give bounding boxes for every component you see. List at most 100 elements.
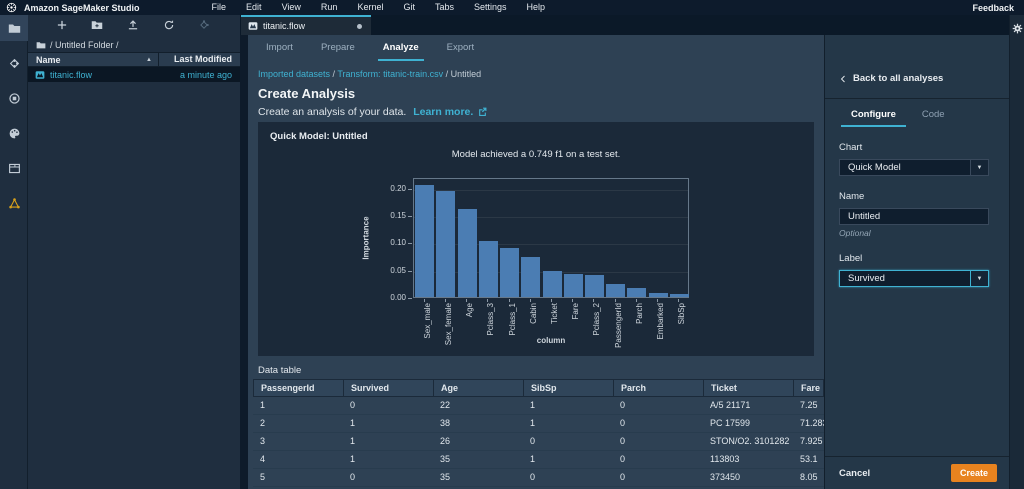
cell-ticket: STON/O2. 3101282: [710, 436, 790, 446]
y-axis-label: Importance: [361, 216, 371, 260]
label-select[interactable]: Survived ▼: [839, 270, 989, 287]
tab-import[interactable]: Import: [266, 42, 293, 53]
cell-survived: 1: [350, 454, 356, 464]
breadcrumb-transform-titanic-train-csv[interactable]: Transform: titanic-train.csv: [337, 69, 444, 79]
y-tick-label: 0.10: [390, 238, 406, 248]
bar-sex-male: [415, 185, 435, 297]
tabs-icon: [8, 162, 21, 175]
label-select-value: Survived: [848, 273, 885, 284]
config-form: Chart Quick Model ▼ Name Optional Label …: [825, 142, 1009, 287]
upload-icon[interactable]: [127, 19, 141, 33]
cell-parch: 0: [620, 436, 626, 446]
subtitle-text: Create an analysis of your data.: [258, 106, 407, 118]
create-button[interactable]: Create: [950, 464, 997, 482]
tab-export[interactable]: Export: [446, 42, 475, 53]
gear-icon[interactable]: [1012, 23, 1023, 34]
tab-code[interactable]: Code: [921, 109, 945, 120]
cell-passengerid: 3: [260, 436, 266, 446]
rail-button-data-wrangler-icon[interactable]: [0, 190, 28, 216]
column-header-modified[interactable]: Last Modified: [158, 53, 240, 66]
new-folder-icon[interactable]: [91, 19, 105, 33]
learn-more-link[interactable]: Learn more.: [413, 106, 474, 118]
table-row: 5 0 35 0 0 373450 8.05: [253, 469, 824, 487]
cell-fare: 53.1: [800, 454, 818, 464]
chart-select[interactable]: Quick Model ▼: [839, 159, 989, 176]
menu-item-edit[interactable]: Edit: [246, 2, 262, 12]
menu-item-tabs[interactable]: Tabs: [434, 2, 454, 12]
menu-item-kernel[interactable]: Kernel: [357, 2, 384, 12]
menu-item-git[interactable]: Git: [403, 2, 415, 12]
tab-prepare[interactable]: Prepare: [320, 42, 355, 53]
menu-item-run[interactable]: Run: [320, 2, 338, 12]
name-input[interactable]: [839, 208, 989, 225]
rail-button-palette-icon[interactable]: [0, 120, 28, 146]
column-header-name[interactable]: Name: [36, 54, 61, 65]
rail-button-tabs-icon[interactable]: [0, 155, 28, 181]
cell-survived: 0: [350, 472, 356, 482]
column-header-sibsp: SibSp: [524, 380, 614, 396]
file-browser-breadcrumb[interactable]: / Untitled Folder /: [28, 37, 240, 52]
git-icon: [8, 57, 21, 70]
data-wrangler-icon: [8, 197, 21, 210]
menu-item-settings[interactable]: Settings: [473, 2, 507, 12]
plus-icon[interactable]: [56, 19, 70, 33]
flow-file-icon: [28, 70, 50, 80]
rail-button-git-icon[interactable]: [0, 50, 28, 76]
menu-item-help[interactable]: Help: [526, 2, 546, 12]
chevron-down-icon[interactable]: ▼: [970, 271, 988, 286]
cell-age: 35: [440, 454, 451, 464]
right-rail: [1009, 15, 1024, 489]
menu-item-file[interactable]: File: [211, 2, 227, 12]
x-tick-mark: [614, 299, 616, 302]
chevron-left-icon: [839, 75, 847, 83]
rail-button-running-icon[interactable]: [0, 85, 28, 111]
cell-parch: 0: [620, 418, 626, 428]
file-modified: a minute ago: [179, 69, 232, 80]
back-label: Back to all analyses: [853, 73, 944, 84]
chart-title: Model achieved a 0.749 f1 on a test set.: [451, 149, 621, 160]
analysis-config-panel: Back to all analyses Configure Code Chart…: [824, 35, 1009, 489]
file-row-titanic-flow[interactable]: titanic.flow a minute ago: [28, 67, 240, 82]
page-subtitle: Create an analysis of your data. Learn m…: [258, 106, 824, 118]
back-to-analyses-link[interactable]: Back to all analyses: [825, 35, 1009, 84]
cell-survived: 1: [350, 436, 356, 446]
cell-fare: 71.283: [800, 418, 824, 428]
x-tick-label-pclass-3: Pclass_3: [486, 303, 496, 336]
x-tick-label-sex-male: Sex_male: [422, 303, 432, 339]
tab-configure[interactable]: Configure: [841, 109, 906, 127]
feedback-link[interactable]: Feedback: [972, 2, 1014, 13]
x-tick-mark: [657, 299, 659, 302]
bar-sex-female: [436, 190, 456, 297]
tab-titanic-flow[interactable]: titanic.flow: [241, 15, 371, 35]
cell-fare: 8.05: [800, 472, 818, 482]
menubar: Amazon SageMaker Studio File Edit View Run K…: [0, 0, 1024, 15]
y-tick-label: 0.20: [390, 183, 406, 193]
sort-ascending-icon[interactable]: ▲: [146, 56, 152, 63]
bar-pclass-3: [478, 241, 498, 297]
panel-splitter[interactable]: [240, 35, 248, 489]
sagemaker-logo-icon: [6, 2, 17, 13]
chevron-down-icon[interactable]: ▼: [970, 160, 988, 175]
tab-analyze[interactable]: Analyze: [369, 35, 433, 61]
cell-age: 38: [440, 418, 451, 428]
divider: [825, 98, 1009, 99]
bar-cabin: [521, 256, 541, 297]
menu-item-view[interactable]: View: [281, 2, 301, 12]
cell-ticket: 113803: [710, 454, 740, 464]
unsaved-indicator-dot[interactable]: [357, 23, 362, 29]
bar-embarked: [648, 293, 668, 297]
cell-ticket: A/5 21171: [710, 400, 751, 410]
breadcrumb-imported-datasets[interactable]: Imported datasets: [258, 69, 331, 79]
quick-model-panel: Quick Model: Untitled Model achieved a 0…: [258, 122, 814, 356]
breadcrumb-untitled: Untitled: [450, 69, 482, 79]
tab-title: titanic.flow: [263, 21, 306, 31]
y-tick-label: 0.05: [390, 265, 406, 275]
cancel-button[interactable]: Cancel: [839, 467, 871, 479]
bar-ticket: [542, 271, 562, 297]
refresh-icon[interactable]: [163, 19, 177, 33]
cell-fare: 7.925: [800, 436, 823, 446]
x-tick-mark: [593, 299, 595, 302]
cell-sibsp: 0: [530, 436, 536, 446]
rail-button-folder-icon[interactable]: [0, 15, 28, 41]
table-row: 4 1 35 1 0 113803 53.1: [253, 451, 824, 469]
